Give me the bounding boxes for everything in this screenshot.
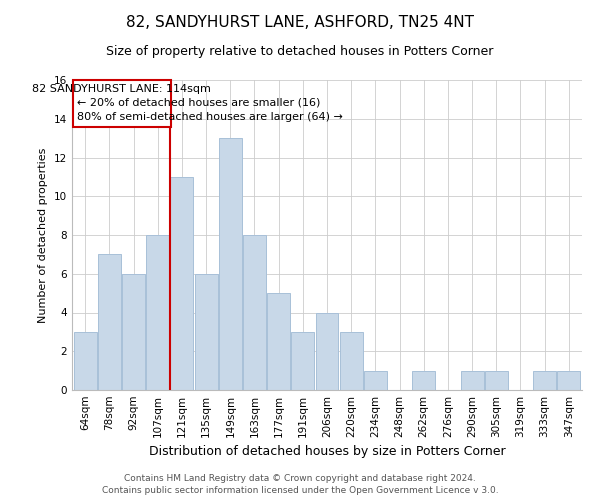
Bar	[194, 274, 218, 390]
Text: ← 20% of detached houses are smaller (16): ← 20% of detached houses are smaller (16…	[77, 98, 320, 108]
Bar	[74, 332, 97, 390]
Y-axis label: Number of detached properties: Number of detached properties	[38, 148, 49, 322]
Text: 82, SANDYHURST LANE, ASHFORD, TN25 4NT: 82, SANDYHURST LANE, ASHFORD, TN25 4NT	[126, 15, 474, 30]
Text: Contains HM Land Registry data © Crown copyright and database right 2024.
Contai: Contains HM Land Registry data © Crown c…	[101, 474, 499, 495]
Bar	[485, 370, 508, 390]
Bar	[122, 274, 145, 390]
Text: Size of property relative to detached houses in Potters Corner: Size of property relative to detached ho…	[106, 45, 494, 58]
Bar	[461, 370, 484, 390]
Bar	[267, 293, 290, 390]
Bar	[98, 254, 121, 390]
Bar	[292, 332, 314, 390]
Bar	[243, 235, 266, 390]
Text: 82 SANDYHURST LANE: 114sqm: 82 SANDYHURST LANE: 114sqm	[32, 84, 211, 94]
X-axis label: Distribution of detached houses by size in Potters Corner: Distribution of detached houses by size …	[149, 446, 505, 458]
Bar	[364, 370, 387, 390]
Bar	[533, 370, 556, 390]
Text: 80% of semi-detached houses are larger (64) →: 80% of semi-detached houses are larger (…	[77, 112, 343, 122]
Bar	[73, 80, 170, 126]
Bar	[412, 370, 435, 390]
Bar	[557, 370, 580, 390]
Bar	[170, 177, 193, 390]
Bar	[146, 235, 169, 390]
Bar	[316, 312, 338, 390]
Bar	[340, 332, 362, 390]
Bar	[219, 138, 242, 390]
